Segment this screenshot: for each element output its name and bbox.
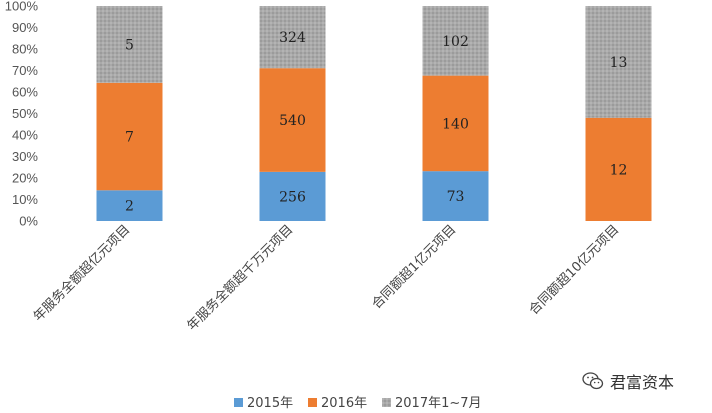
bar-segment xyxy=(585,117,652,221)
y-tick-label: 0% xyxy=(19,214,38,229)
data-label: 2 xyxy=(125,199,134,215)
data-label: 12 xyxy=(610,162,628,178)
category-label: 年服务全额超千万元项目 xyxy=(184,222,296,334)
legend-label: 2016年 xyxy=(321,396,367,411)
bar-segment xyxy=(422,6,489,76)
category-label: 年服务全额超亿元项目 xyxy=(30,222,133,325)
bar-segment xyxy=(422,75,489,172)
data-label: 13 xyxy=(610,55,628,71)
category-label: 合同额超1亿元项目 xyxy=(369,222,459,312)
data-label: 140 xyxy=(442,116,469,132)
legend: 2015年 2016年 2017年1~7月 xyxy=(234,396,482,411)
bar-segment xyxy=(96,190,163,221)
legend-label: 2017年1~7月 xyxy=(395,396,482,411)
bar-segment xyxy=(96,6,163,83)
watermark-text: 君富资本 xyxy=(610,373,675,392)
y-tick-label: 100% xyxy=(5,0,39,14)
y-tick-label: 10% xyxy=(12,192,38,207)
bar-segment xyxy=(96,82,163,191)
bar-segment xyxy=(259,68,326,172)
data-label: 102 xyxy=(442,34,469,50)
watermark: 君富资本 xyxy=(582,369,674,393)
y-tick-label: 80% xyxy=(12,42,38,57)
data-label: 7 xyxy=(125,130,134,146)
legend-label: 2015年 xyxy=(247,396,293,411)
bar-segment xyxy=(585,6,652,118)
y-tick-label: 20% xyxy=(12,171,38,186)
y-tick-label: 50% xyxy=(12,106,38,121)
y-axis: 0% 10% 20% 30% 40% 50% 60% 70% 80% 90% 100% xyxy=(5,0,39,229)
bar-segment xyxy=(259,6,326,69)
data-label: 324 xyxy=(279,30,306,46)
legend-swatch xyxy=(234,398,243,407)
data-label: 73 xyxy=(447,189,465,205)
category-labels: 年服务全额超亿元项目 年服务全额超千万元项目 合同额超1亿元项目 合同额超10亿元项目 xyxy=(30,222,622,334)
y-tick-label: 90% xyxy=(12,20,38,35)
y-tick-label: 60% xyxy=(12,85,38,100)
y-tick-label: 70% xyxy=(12,63,38,78)
data-label: 256 xyxy=(279,189,306,205)
legend-swatch xyxy=(382,398,391,407)
category-label: 合同额超10亿元项目 xyxy=(526,222,622,318)
data-label: 5 xyxy=(125,37,134,53)
y-tick-label: 30% xyxy=(12,149,38,164)
bar-segment xyxy=(259,171,326,221)
bar-segment xyxy=(422,171,489,221)
bar-stacks: 2 7 5 256 540 324 73 140 102 12 13 xyxy=(96,6,652,221)
legend-swatch xyxy=(308,398,317,407)
wechat-logo-icon xyxy=(582,372,604,390)
data-label: 540 xyxy=(279,113,306,129)
y-tick-label: 40% xyxy=(12,128,38,143)
